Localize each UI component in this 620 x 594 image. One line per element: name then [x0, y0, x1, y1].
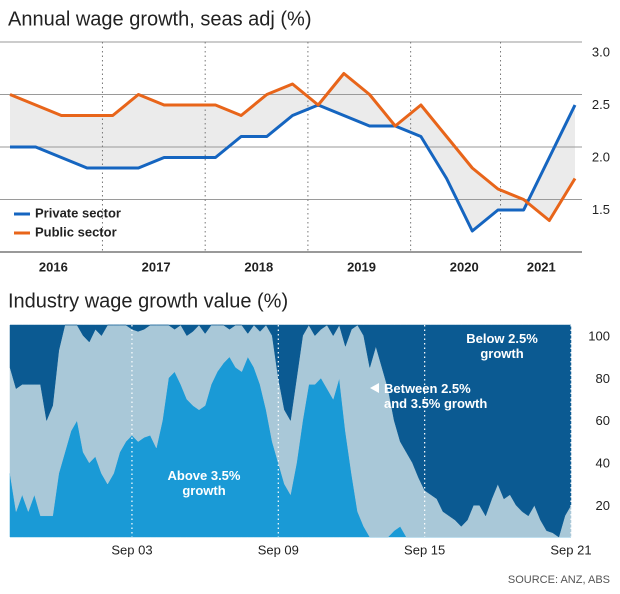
chart-title: Annual wage growth, seas adj (%) — [8, 8, 312, 30]
series-label: Above 3.5% growth — [167, 468, 241, 498]
series-label: Below 2.5% growth — [466, 331, 538, 361]
source: SOURCE: ANZ, ABS — [508, 574, 610, 586]
y-tick-label: 20 — [596, 498, 610, 513]
y-tick-label: 2.0 — [592, 149, 610, 164]
line — [9, 72, 577, 222]
legend-label: Private sector — [35, 205, 121, 220]
x-tick-label: Sep 03 — [111, 542, 152, 557]
x-tick-label: 2021 — [527, 259, 556, 274]
x-tick-label: 2018 — [244, 259, 273, 274]
y-tick-label: 80 — [596, 371, 610, 386]
x-tick-label: Sep 21 — [550, 542, 591, 557]
x-tick-label: Sep 09 — [258, 542, 299, 557]
x-tick-label: 2020 — [450, 259, 479, 274]
x-tick-label: 2016 — [39, 259, 68, 274]
line — [10, 103, 577, 233]
gap-fill — [10, 73, 575, 231]
pointer — [370, 383, 379, 393]
x-tick-label: Sep 15 — [404, 542, 445, 557]
x-tick-label: 2019 — [347, 259, 376, 274]
y-tick-label: 1.5 — [592, 202, 610, 217]
y-tick-label: 60 — [596, 413, 610, 428]
series-label: Between 2.5% and 3.5% growth — [384, 381, 488, 411]
chart-title: Industry wage growth value (%) — [8, 290, 288, 312]
legend-label: Public sector — [35, 224, 117, 239]
y-tick-label: 3.0 — [592, 44, 610, 59]
x-tick-label: 2017 — [142, 259, 171, 274]
y-tick-label: 2.5 — [592, 97, 610, 112]
y-tick-label: 40 — [596, 456, 610, 471]
y-tick-label: 100 — [588, 328, 610, 343]
